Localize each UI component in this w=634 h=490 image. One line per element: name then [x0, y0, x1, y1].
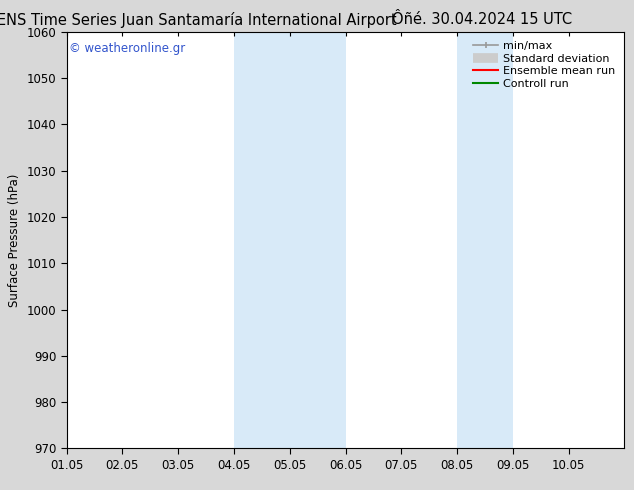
- Bar: [234, 32, 346, 448]
- Legend: min/max, Standard deviation, Ensemble mean run, Controll run: min/max, Standard deviation, Ensemble me…: [470, 37, 619, 93]
- Bar: [457, 32, 513, 448]
- Text: Ôñé. 30.04.2024 15 UTC: Ôñé. 30.04.2024 15 UTC: [392, 12, 572, 27]
- Y-axis label: Surface Pressure (hPa): Surface Pressure (hPa): [8, 173, 21, 307]
- Text: © weatheronline.gr: © weatheronline.gr: [69, 42, 186, 55]
- Text: ENS Time Series Juan Santamaría International Airport: ENS Time Series Juan Santamaría Internat…: [0, 12, 396, 28]
